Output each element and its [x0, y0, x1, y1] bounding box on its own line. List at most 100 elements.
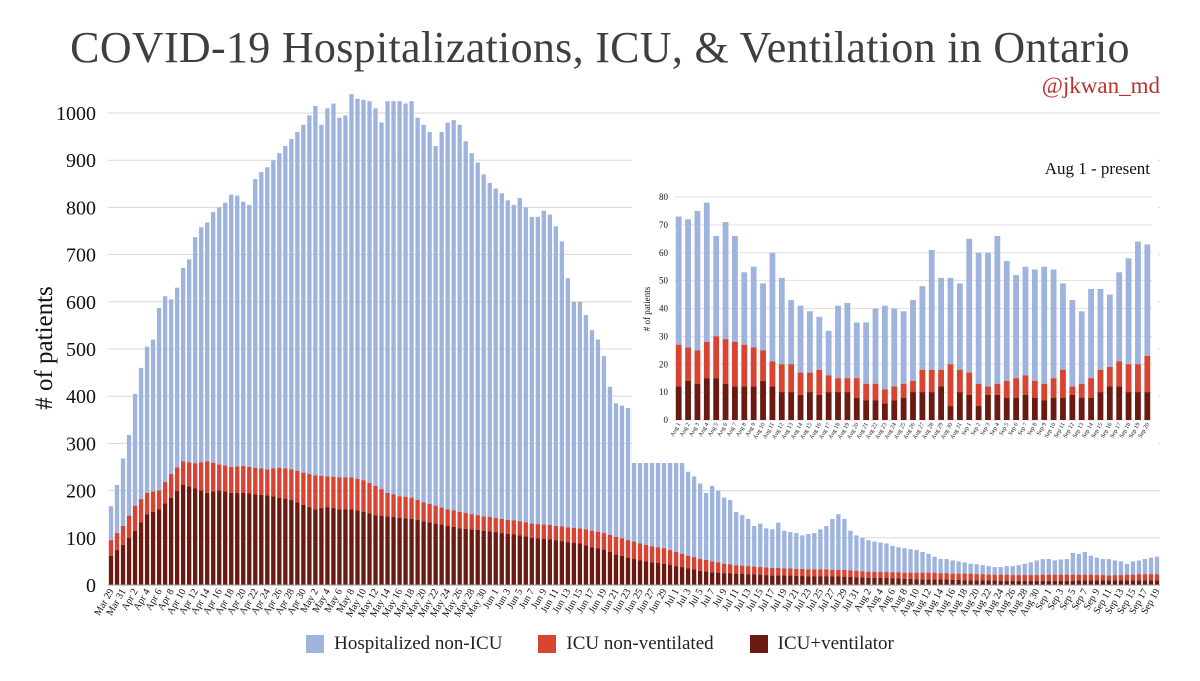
bar-ventilator: [469, 529, 474, 585]
bar-hospitalized: [1040, 559, 1045, 575]
inset-bar-hospitalized: [872, 308, 879, 384]
bar-hospitalized: [625, 408, 631, 541]
bar-ventilator: [1136, 580, 1142, 585]
inset-bar-hospitalized: [769, 252, 776, 362]
bar-ventilator: [391, 517, 396, 585]
bar-icu: [379, 489, 384, 516]
bar-ventilator: [1154, 580, 1160, 585]
bar-icu: [643, 544, 649, 562]
bar-ventilator: [1082, 580, 1088, 585]
bar-ventilator: [138, 522, 144, 585]
inset-bar-ventilator: [694, 383, 701, 420]
bar-icu: [301, 472, 306, 505]
bar-hospitalized: [956, 561, 961, 574]
bar-hospitalized: [830, 518, 835, 570]
bar-hospitalized: [253, 179, 258, 468]
bar-ventilator: [872, 577, 877, 585]
bar-hospitalized: [728, 500, 733, 565]
bar-icu: [818, 569, 823, 577]
bar-icu: [391, 494, 396, 518]
bar-icu: [974, 574, 979, 581]
bar-icu: [896, 572, 901, 579]
bar-hospitalized: [818, 529, 823, 570]
inset-bar-icu: [1031, 380, 1038, 398]
bar-hospitalized: [1142, 559, 1148, 575]
inset-bar-ventilator: [1050, 397, 1057, 420]
bar-ventilator: [247, 493, 252, 585]
bar-icu: [168, 474, 174, 498]
bar-hospitalized: [944, 559, 949, 574]
bar-icu: [830, 569, 835, 577]
bar-ventilator: [818, 576, 823, 585]
inset-bar-icu: [816, 369, 823, 395]
bar-hospitalized: [619, 405, 625, 539]
bar-hospitalized: [890, 545, 895, 573]
inset-bar-ventilator: [778, 392, 785, 420]
bar-ventilator: [848, 576, 853, 585]
inset-bar-icu: [675, 344, 682, 387]
inset-bar-hospitalized: [1097, 288, 1104, 370]
bar-icu: [193, 463, 198, 489]
inset-bar-ventilator: [881, 403, 888, 420]
bar-icu: [541, 524, 546, 539]
bar-icu: [1088, 574, 1094, 581]
inset-bar-ventilator: [985, 394, 991, 420]
bar-ventilator: [1112, 580, 1118, 585]
legend-label-vent: ICU+ventilator: [777, 633, 894, 654]
bar-icu: [1124, 574, 1130, 581]
bar-icu: [517, 521, 522, 536]
inset-bar-ventilator: [722, 383, 729, 420]
bar-ventilator: [637, 560, 643, 585]
inset-bar-hospitalized: [1106, 294, 1113, 368]
inset-x-tick-label: Sep 4: [989, 422, 1001, 437]
inset-bar-hospitalized: [1060, 283, 1066, 370]
bar-hospitalized: [577, 301, 583, 529]
bar-icu: [487, 517, 492, 532]
bar-hospitalized: [655, 450, 661, 548]
inset-bar-ventilator: [1013, 397, 1020, 420]
bar-ventilator: [349, 509, 354, 585]
bar-icu: [884, 571, 889, 578]
bar-hospitalized: [114, 484, 120, 534]
bar-icu: [445, 509, 450, 526]
bar-hospitalized: [607, 386, 613, 535]
bar-hospitalized: [229, 194, 234, 467]
inset-bar-hospitalized: [713, 236, 720, 337]
inset-y-tick-label: 30: [659, 331, 669, 341]
bar-icu: [1130, 574, 1136, 581]
bar-hospitalized: [547, 214, 553, 526]
bar-icu: [589, 530, 595, 548]
inset-bar-ventilator: [1022, 394, 1029, 420]
bar-icu: [295, 470, 300, 503]
y-tick-label: 1000: [56, 103, 96, 125]
bar-icu: [902, 572, 907, 579]
bar-icu: [1046, 574, 1051, 581]
bar-hospitalized: [241, 201, 246, 467]
bar-icu: [956, 573, 961, 580]
bar-hospitalized: [1052, 560, 1057, 575]
bar-hospitalized: [1028, 562, 1033, 576]
bar-hospitalized: [782, 530, 787, 569]
bar-hospitalized: [571, 301, 577, 528]
bar-hospitalized: [661, 462, 667, 549]
bar-ventilator: [956, 579, 961, 585]
bar-icu: [361, 480, 366, 512]
bar-icu: [553, 526, 559, 541]
bar-hospitalized: [685, 471, 691, 556]
bar-icu: [325, 476, 330, 508]
bar-ventilator: [541, 538, 546, 585]
bar-icu: [535, 524, 540, 539]
inset-bar-hospitalized: [900, 311, 907, 384]
inset-bar-icu: [722, 339, 729, 384]
legend: Hospitalized non-ICU ICU non-ventilated …: [0, 633, 1200, 655]
inset-bar-icu: [1144, 355, 1151, 393]
legend-swatch-vent: [749, 635, 768, 653]
inset-bar-icu: [797, 372, 804, 395]
bar-ventilator: [445, 526, 450, 585]
inset-x-tick-label: Sep 7: [1017, 422, 1029, 437]
bar-icu: [685, 555, 691, 569]
bar-icu: [571, 527, 577, 543]
inset-x-tick-label: Sep 2: [970, 422, 982, 437]
bar-ventilator: [120, 544, 126, 585]
inset-bar-hospitalized: [1125, 258, 1132, 365]
